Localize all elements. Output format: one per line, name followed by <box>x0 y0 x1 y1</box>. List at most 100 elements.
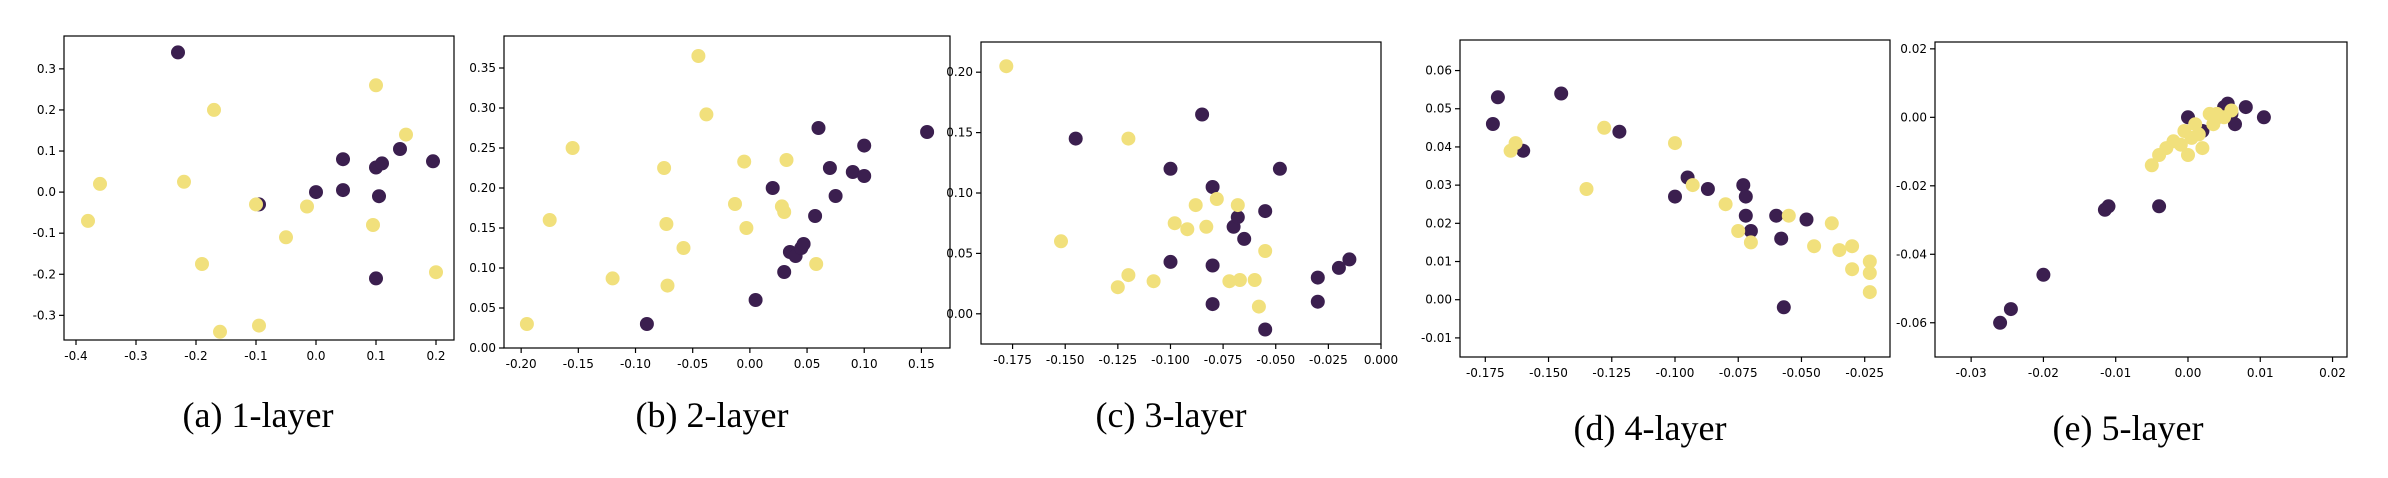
data-point <box>699 107 714 122</box>
x-tick-label: -0.150 <box>1046 353 1085 367</box>
data-point <box>207 102 221 117</box>
data-point <box>309 185 323 200</box>
data-point <box>1738 208 1753 223</box>
data-point <box>2256 110 2271 125</box>
data-point <box>1799 212 1814 227</box>
y-tick-label: 0.1 <box>37 144 56 158</box>
data-point <box>779 153 794 167</box>
data-point <box>1237 231 1252 246</box>
data-point <box>1205 258 1220 273</box>
data-point <box>1579 182 1594 196</box>
data-point <box>1146 274 1161 289</box>
data-point <box>1485 117 1500 131</box>
subplot-3: -0.175 -0.150 -0.125 -0.100 -0.075 -0.050 -0.0… <box>946 41 1398 435</box>
y-tick-label: -0.2 <box>33 267 56 281</box>
data-point <box>393 142 407 156</box>
data-point <box>1163 254 1178 269</box>
data-point <box>1230 198 1245 213</box>
x-tick-label: -0.100 <box>1151 353 1190 367</box>
subplot-1: -0.4 -0.3 -0.2 -0.1 0.0 0.1 0.2 -0.3 -0.2 -0.1 0.0… <box>33 35 455 435</box>
data-point <box>857 138 872 153</box>
data-point <box>728 197 742 211</box>
x-tick-label: -0.01 <box>2100 366 2131 380</box>
data-point <box>2173 137 2188 152</box>
data-point <box>1121 131 1136 146</box>
data-point <box>2036 267 2051 282</box>
y-tick-label: 0.02 <box>1425 216 1452 230</box>
x-tick-label: -0.150 <box>1529 366 1568 380</box>
y-tick-label: 0.05 <box>469 301 496 315</box>
x-tick-label: -0.2 <box>184 349 207 363</box>
data-point <box>1845 262 1860 277</box>
x-tick-label: 0.01 <box>2247 366 2274 380</box>
x-tick-label: -0.4 <box>64 349 87 363</box>
data-point <box>2228 117 2242 132</box>
y-tick-label: 0.25 <box>469 141 496 155</box>
data-point <box>81 213 95 228</box>
y-tick-label: 0.20 <box>469 181 496 195</box>
data-point <box>252 318 266 333</box>
data-point <box>657 161 672 175</box>
y-tick-label: 0.15 <box>469 221 496 235</box>
data-point <box>777 205 792 219</box>
data-point <box>300 199 314 214</box>
x-tick-label: 0.15 <box>908 357 935 371</box>
y-tick-label: 0.03 <box>1425 178 1452 192</box>
y-tick-label: -0.04 <box>1896 247 1927 261</box>
data-point <box>1668 189 1682 204</box>
data-point <box>429 265 443 280</box>
data-point <box>336 152 350 167</box>
data-point <box>1331 260 1346 275</box>
x-tick-label: -0.025 <box>1309 353 1348 367</box>
data-point <box>372 189 386 204</box>
x-tick-label: -0.125 <box>1592 366 1631 380</box>
data-point <box>1862 266 1877 280</box>
y-tick-label: 0.3 <box>37 62 56 76</box>
plot-frame <box>63 35 455 341</box>
data-point <box>660 278 675 293</box>
x-tick-label: 0.10 <box>851 357 878 371</box>
data-point <box>808 209 823 223</box>
x-tick-label: -0.10 <box>620 357 651 371</box>
data-point <box>177 174 191 189</box>
x-tick-label: -0.125 <box>1098 353 1137 367</box>
subplot-caption: (d) 4-layer <box>1574 408 1727 448</box>
y-tick-label: 0.35 <box>469 61 496 75</box>
data-point <box>369 78 383 93</box>
y-tick-label: -0.01 <box>1421 331 1452 345</box>
subplot-caption: (c) 3-layer <box>1096 395 1247 435</box>
data-point <box>1310 294 1325 309</box>
data-point <box>1258 244 1273 258</box>
data-point <box>2195 141 2210 156</box>
y-tick-label: 0.15 <box>946 126 973 140</box>
x-tick-label: 0.05 <box>794 357 821 371</box>
y-tick-label: 0.00 <box>946 307 973 321</box>
data-point <box>765 181 780 195</box>
data-point <box>1862 285 1877 300</box>
data-point <box>1209 192 1224 206</box>
data-point <box>1054 234 1068 249</box>
data-point <box>1490 90 1505 105</box>
data-point <box>1774 231 1789 246</box>
y-tick-label: 0.30 <box>469 101 496 115</box>
y-tick-label: 0.00 <box>1900 110 1927 124</box>
data-point <box>1700 182 1715 196</box>
subplot-caption: (a) 1-layer <box>183 395 334 435</box>
data-point <box>748 293 763 307</box>
data-point <box>1310 270 1325 285</box>
data-point <box>2101 199 2116 214</box>
y-tick-label: 0.04 <box>1425 140 1452 154</box>
data-point <box>2191 127 2206 142</box>
y-tick-label: 0.10 <box>946 186 973 200</box>
data-point <box>279 230 293 245</box>
subplot-caption: (b) 2-layer <box>636 395 789 435</box>
data-point <box>1736 178 1751 193</box>
data-point <box>2238 100 2253 115</box>
data-point <box>737 154 752 169</box>
data-point <box>1247 273 1262 287</box>
data-point <box>1222 274 1237 289</box>
data-point <box>1824 216 1839 231</box>
data-point <box>857 169 872 183</box>
data-point <box>519 317 534 331</box>
y-tick-label: -0.02 <box>1896 179 1927 193</box>
